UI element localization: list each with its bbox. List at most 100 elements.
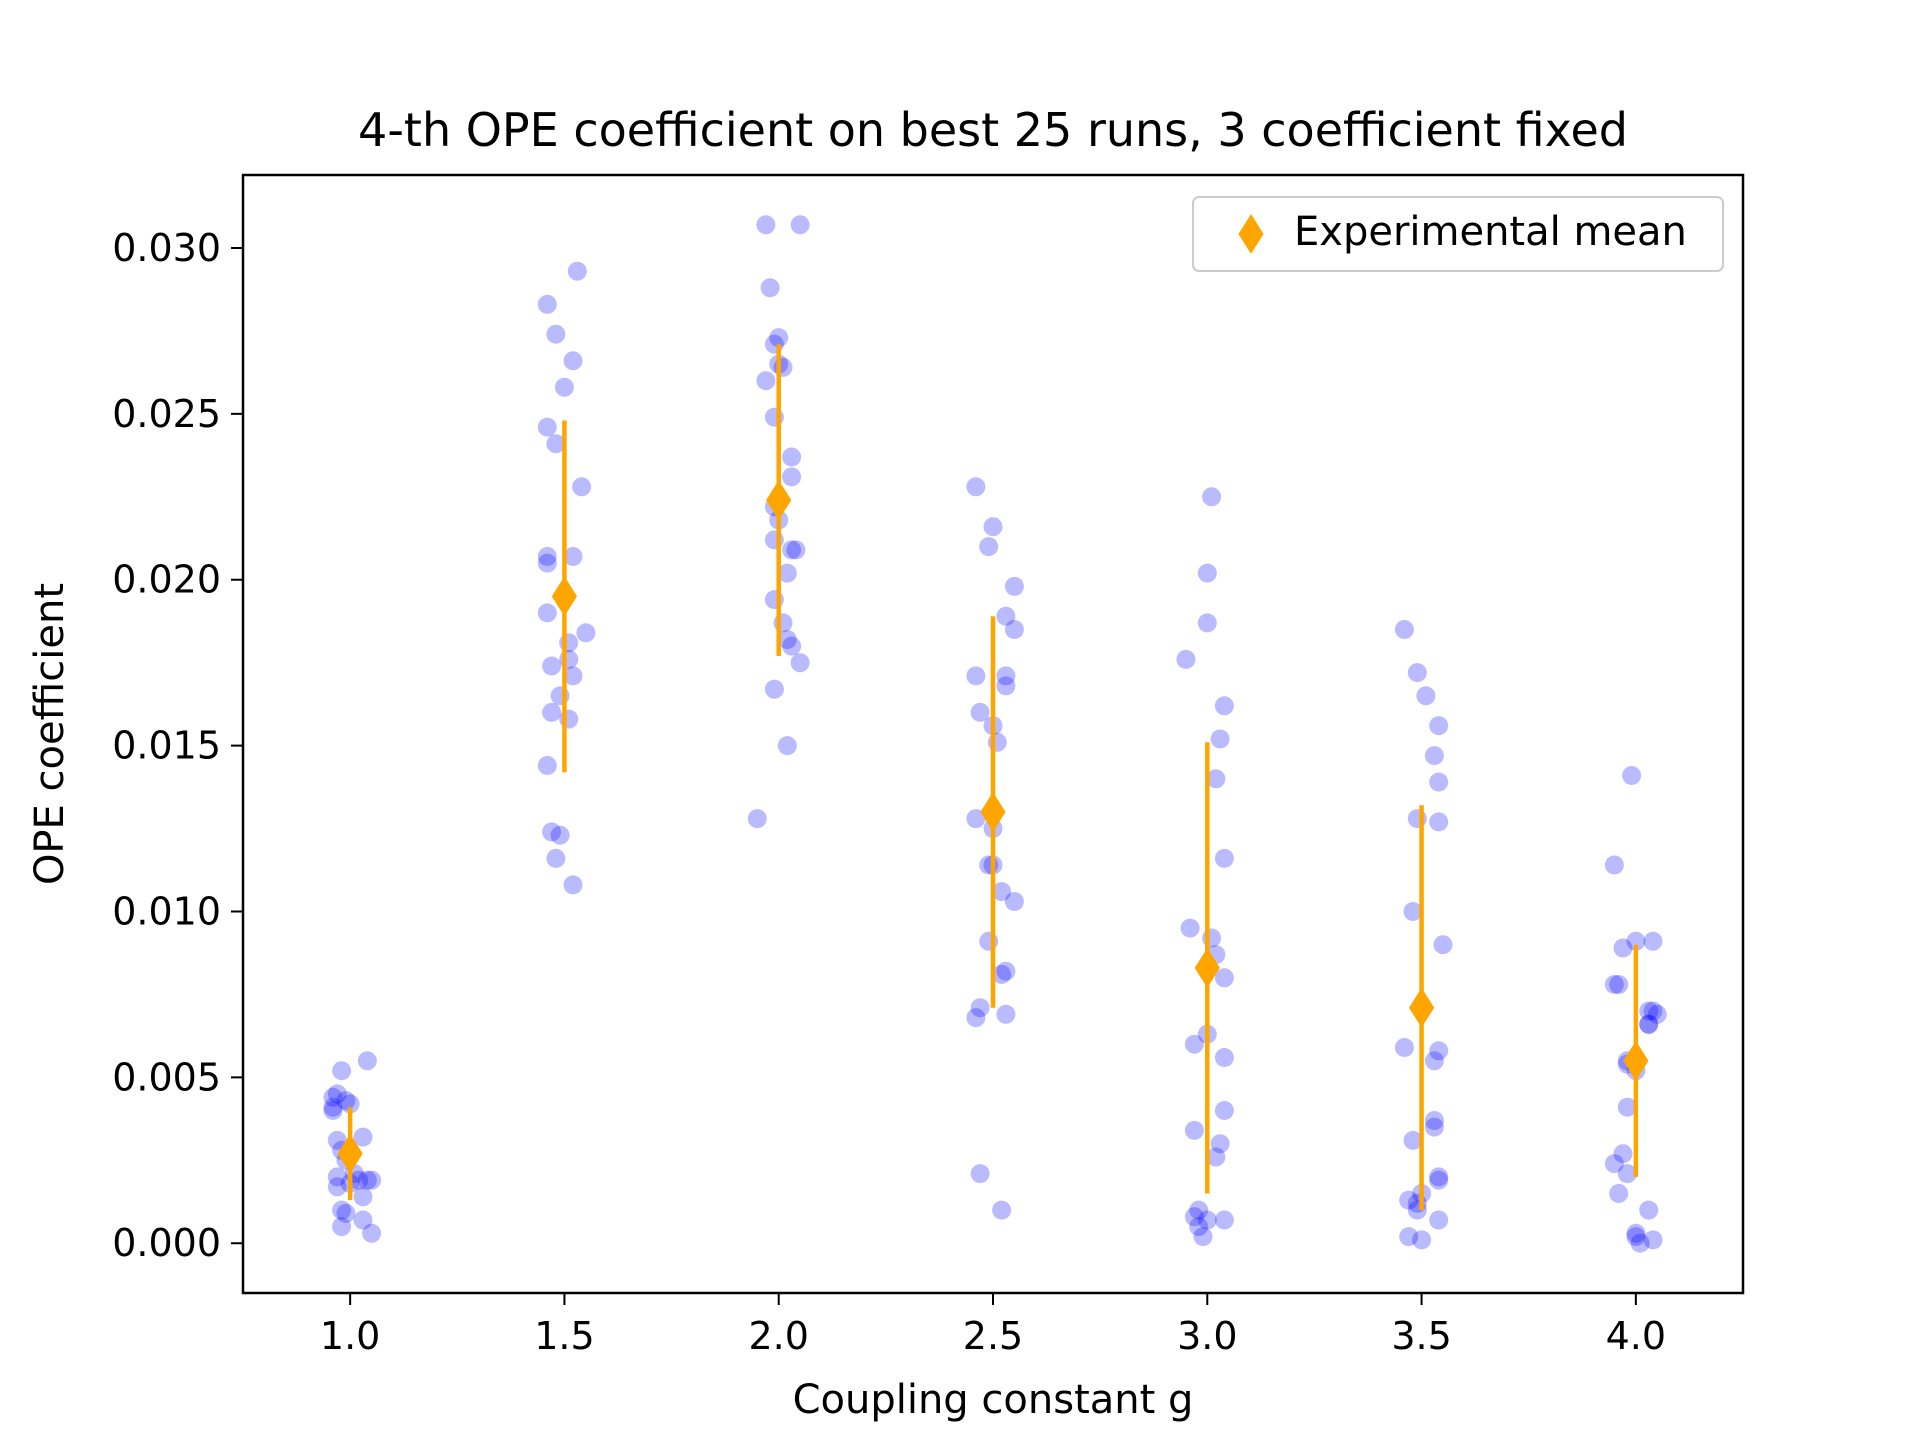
run-point [1617,1164,1637,1184]
run-point [550,825,570,845]
run-point [537,603,557,623]
run-point [1639,1001,1659,1021]
run-point [1197,613,1217,633]
run-point [1206,1147,1226,1167]
run-point [546,324,566,344]
x-tick-label: 4.0 [1606,1314,1666,1358]
run-point [983,517,1003,537]
y-tick-label: 0.020 [112,558,221,602]
run-point [1424,746,1444,766]
run-point [1403,902,1423,921]
run-point [1609,1184,1629,1203]
run-point [773,613,793,633]
x-axis-label: Coupling constant g [793,1377,1194,1423]
run-point [1193,1227,1213,1247]
run-point [996,606,1016,626]
run-point [764,407,784,427]
run-point [542,822,562,842]
run-point [357,1051,377,1071]
run-point [332,1200,352,1220]
y-tick-label: 0.030 [112,226,221,270]
run-point [992,965,1012,984]
run-point [1617,1097,1637,1117]
run-point [1429,1210,1449,1230]
x-tick-label: 3.0 [1177,1314,1237,1358]
run-point [1210,729,1230,749]
run-point [760,278,780,298]
run-point [537,553,557,573]
run-point [764,334,784,354]
run-point [1647,1004,1667,1024]
mean-marker [1194,947,1220,988]
run-point [1626,1223,1646,1243]
run-point [327,1177,347,1197]
run-point [756,215,776,235]
run-point [362,1223,382,1243]
run-point [353,1127,373,1147]
run-point [1416,686,1436,706]
run-point [1176,649,1196,669]
run-point [987,732,1007,752]
run-point [764,679,784,699]
run-point [1004,892,1024,911]
run-point [1429,1041,1449,1061]
run-point [1206,769,1226,789]
run-point [546,434,566,454]
run-point [996,1004,1016,1024]
run-point [790,215,810,235]
run-point [542,702,562,722]
run-point [542,656,562,676]
run-point [1197,563,1217,583]
x-tick-label: 2.0 [748,1314,808,1358]
run-point [773,357,793,377]
run-point [537,547,557,566]
run-point [1189,1217,1209,1237]
run-point [747,809,767,829]
run-point [782,540,802,560]
run-point [979,931,999,951]
run-point [1407,809,1427,829]
y-tick-label: 0.000 [112,1221,221,1265]
run-point [1189,1200,1209,1220]
run-point [349,1170,369,1190]
run-point [1202,487,1222,507]
run-point [1639,1200,1659,1220]
x-tick-label: 1.0 [320,1314,380,1358]
run-point [1202,928,1222,948]
run-point [323,1101,343,1120]
run-point [1639,1014,1659,1034]
run-point [966,477,986,497]
run-point [567,261,587,281]
run-point [1429,716,1449,736]
mean-marker [337,1133,363,1174]
run-point [966,666,986,686]
legend-entry-experimental-mean: Experimental mean [1294,209,1687,255]
run-point [782,447,802,467]
run-point [1424,1111,1444,1130]
y-axis: 0.000 0.005 0.010 0.015 0.020 0.025 0.030 [112,226,243,1265]
run-point [790,653,810,673]
run-point [340,1094,360,1114]
run-point [353,1210,373,1230]
run-point [1214,968,1234,988]
run-point [563,351,583,371]
run-point [1613,1144,1633,1164]
run-point [327,1167,347,1187]
run-point [1639,1014,1659,1034]
run-point [1613,938,1633,958]
run-point [777,630,797,649]
y-axis-label: OPE coefficient [27,583,73,885]
run-point [970,702,990,722]
run-point [769,328,789,348]
mean-marker [980,792,1006,832]
run-point [764,530,784,550]
run-point [1214,1210,1234,1230]
run-point [1214,1048,1234,1067]
run-point [1630,1233,1650,1253]
run-point [1394,620,1414,639]
run-point [966,1008,986,1028]
run-point [336,1091,356,1111]
run-point [362,1170,382,1190]
run-point [1214,696,1234,716]
